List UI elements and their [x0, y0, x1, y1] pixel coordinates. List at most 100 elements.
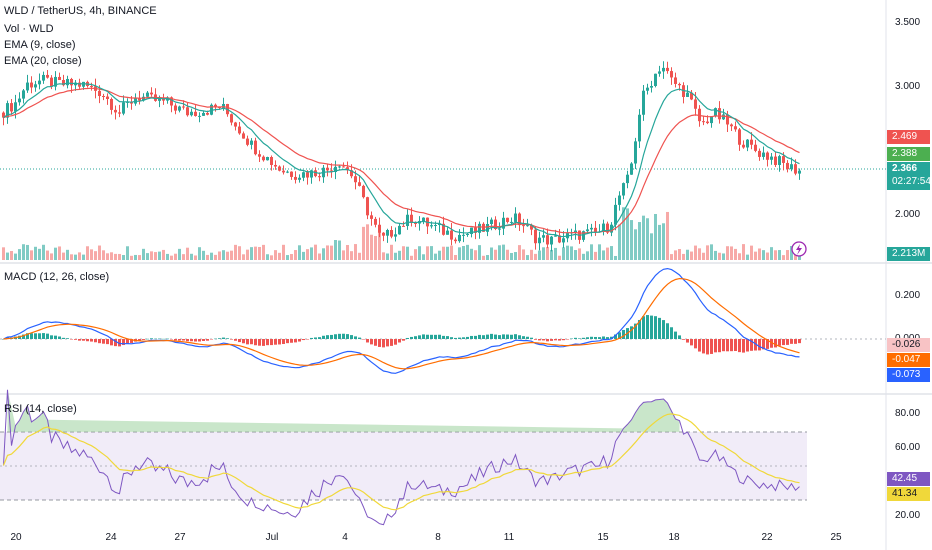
- candle-body: [618, 195, 621, 205]
- time-label: 11: [503, 532, 515, 543]
- macd-histogram-bar: [314, 337, 317, 339]
- macd-histogram-bar: [34, 333, 37, 339]
- volume-bar: [122, 255, 125, 260]
- macd-histogram-bar: [342, 333, 345, 339]
- macd-histogram-bar: [478, 334, 481, 339]
- volume-bar: [414, 249, 417, 260]
- candle-body: [450, 230, 453, 240]
- macd-histogram-bar: [614, 334, 617, 339]
- macd-histogram-bar: [378, 339, 381, 347]
- rsi-indicator-label[interactable]: RSI (14, close): [4, 403, 77, 415]
- macd-histogram-bar: [170, 339, 173, 340]
- volume-bar: [742, 244, 745, 260]
- volume-bar: [390, 244, 393, 260]
- volume-bar: [370, 234, 373, 260]
- volume-bar: [310, 247, 313, 260]
- macd-histogram-bar: [466, 336, 469, 339]
- rsi-line[interactable]: [3, 389, 800, 526]
- candle-body: [554, 235, 557, 237]
- candle-body: [306, 172, 309, 178]
- macd-histogram-bar: [230, 339, 233, 340]
- signal-line[interactable]: [3, 277, 800, 370]
- candle-body: [714, 108, 717, 117]
- candle-body: [490, 219, 493, 225]
- candle-body: [138, 97, 141, 101]
- macd-histogram-bar: [446, 336, 449, 339]
- volume-bar: [750, 245, 753, 260]
- volume-bar: [634, 229, 637, 260]
- macd-histogram-bar: [726, 339, 729, 352]
- volume-bar: [242, 254, 245, 260]
- volume-bar: [146, 253, 149, 260]
- candle-body: [790, 164, 793, 170]
- ema20-indicator-label[interactable]: EMA (20, close): [4, 55, 82, 67]
- symbol-title[interactable]: WLD / TetherUS, 4h, BINANCE: [4, 5, 157, 17]
- candle-body: [446, 230, 449, 235]
- candle-body: [242, 133, 245, 139]
- volume-bar: [74, 254, 77, 260]
- volume-bar: [326, 245, 329, 260]
- candlestick-series[interactable]: [2, 61, 801, 252]
- candle-body: [638, 114, 641, 142]
- rsi-tick[interactable]: 20.00: [895, 510, 921, 521]
- candle-body: [550, 236, 553, 245]
- lightning-icon[interactable]: [791, 241, 807, 257]
- rsi-tick[interactable]: 60.00: [895, 442, 921, 453]
- macd-histogram-bar: [510, 334, 513, 339]
- candle-body: [178, 106, 181, 111]
- macd-histogram-bar: [382, 339, 385, 348]
- candle-body: [234, 122, 237, 127]
- ema20-line[interactable]: [3, 87, 800, 234]
- rsi-tick[interactable]: 80.00: [895, 408, 921, 419]
- candle-body: [474, 227, 477, 233]
- rsi-overbought-fill: [7, 389, 680, 432]
- volume-bar: [438, 250, 441, 260]
- volume-indicator-label[interactable]: Vol · WLD: [4, 23, 54, 35]
- rsi-ma-line[interactable]: [2, 413, 800, 511]
- candle-body: [362, 185, 365, 198]
- macd-histogram-bar: [554, 339, 557, 341]
- price-tick[interactable]: 2.000: [895, 209, 921, 220]
- candle-body: [34, 84, 37, 88]
- volume-bar: [506, 249, 509, 260]
- candle-body: [26, 82, 29, 91]
- candle-body: [782, 156, 785, 163]
- candle-body: [290, 171, 293, 177]
- volume-bar: [730, 246, 733, 260]
- volume-bar: [502, 244, 505, 260]
- candle-body: [330, 170, 333, 173]
- macd-histogram-bar: [46, 333, 49, 339]
- volume-bar: [142, 248, 145, 260]
- price-tick[interactable]: 3.000: [895, 81, 921, 92]
- macd-histogram-bar: [762, 339, 765, 350]
- candle-body: [246, 138, 249, 145]
- macd-histogram-bar: [570, 338, 573, 340]
- macd-histogram-bar: [434, 334, 437, 339]
- macd-histogram-bar: [742, 339, 745, 353]
- macd-histogram-bar: [458, 337, 461, 339]
- volume-bar: [450, 245, 453, 260]
- candle-body: [206, 112, 209, 115]
- volume-bar: [198, 247, 201, 260]
- volume-bar: [106, 253, 109, 260]
- candle-body: [726, 114, 729, 125]
- macd-tick[interactable]: 0.200: [895, 290, 921, 301]
- candle-body: [406, 214, 409, 227]
- ema9-line[interactable]: [3, 82, 800, 238]
- price-tick[interactable]: 3.500: [895, 17, 921, 28]
- volume-bar: [434, 253, 437, 260]
- candle-body: [558, 235, 561, 243]
- ema9-indicator-label[interactable]: EMA (9, close): [4, 39, 76, 51]
- macd-histogram-bar: [718, 339, 721, 353]
- macd-histogram-bar: [106, 339, 109, 345]
- volume-bar: [638, 222, 641, 260]
- macd-indicator-label[interactable]: MACD (12, 26, close): [4, 271, 110, 283]
- macd-histogram-bar: [234, 339, 237, 341]
- macd-histogram-bar: [710, 339, 713, 354]
- macd-line[interactable]: [3, 267, 800, 374]
- candle-body: [526, 225, 529, 227]
- macd-histogram-bar: [406, 337, 409, 339]
- volume-bar: [770, 247, 773, 260]
- volume-bar: [782, 255, 785, 260]
